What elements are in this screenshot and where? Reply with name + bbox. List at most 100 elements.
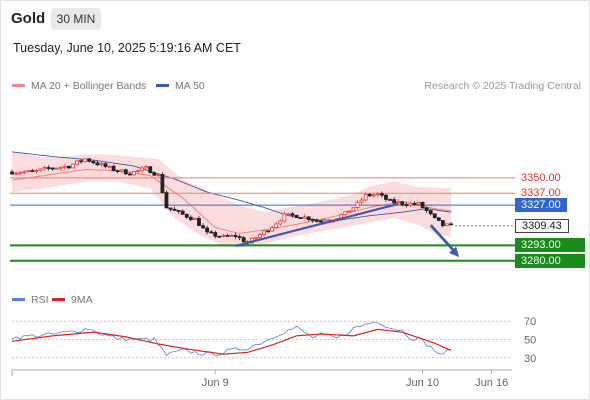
candle-bear <box>294 214 299 219</box>
rsi-ma-line <box>11 328 452 355</box>
last-price-tag: 3309.43 <box>515 218 569 233</box>
resistance-tag: 3350.00 <box>521 171 561 184</box>
candle-bear <box>440 220 445 227</box>
candle-bear <box>184 213 189 218</box>
candle-bull <box>18 172 23 175</box>
candle-bull <box>347 210 352 213</box>
forecast-arrowhead <box>448 246 460 258</box>
rsi-tick-label: 70 <box>524 316 536 328</box>
chart-datetime: Tuesday, June 10, 2025 5:19:16 AM CET <box>13 41 241 55</box>
candle-bull <box>363 193 368 201</box>
candle-bull <box>375 193 380 196</box>
candle-bear <box>213 232 218 237</box>
candle-bear <box>412 202 417 205</box>
candle-bear <box>233 234 238 238</box>
candle-bull <box>144 166 149 169</box>
ma20-swatch-icon <box>12 83 25 87</box>
candle-bear <box>180 210 185 215</box>
candle-bear <box>111 165 116 172</box>
candle-bull <box>83 158 88 162</box>
candle-bull <box>286 213 291 216</box>
candle-bear <box>10 171 14 175</box>
x-tick-label: Jun 10 <box>406 377 439 389</box>
pivot-tag: 3327.00 <box>515 198 567 213</box>
bollinger-band <box>12 151 452 248</box>
forecast-arrow-shaft <box>429 224 457 254</box>
candle-bear <box>392 199 397 204</box>
rsi-line <box>11 321 452 357</box>
candle-bull <box>99 163 104 166</box>
candle-bear <box>314 219 319 222</box>
candle-bull <box>26 170 31 173</box>
legend-ma20: MA 20 + Bollinger Bands <box>12 80 146 92</box>
x-tick-label: Jun 16 <box>475 377 508 389</box>
candle-bull <box>278 220 283 225</box>
candle-bull <box>140 167 144 171</box>
legend-ma50: MA 50 <box>156 80 205 92</box>
candle-bull <box>75 160 79 165</box>
candle-bull <box>445 223 449 227</box>
rsi-tick-label: 30 <box>524 353 536 365</box>
candle-bear <box>30 170 35 173</box>
candle-bull <box>359 199 364 203</box>
candle-bear <box>384 194 388 200</box>
candle-bear <box>424 207 429 212</box>
candle-bear <box>91 161 96 164</box>
candle-bear <box>420 201 425 209</box>
candle-bear <box>237 236 242 239</box>
candle-bull <box>107 165 112 168</box>
candle-bear <box>188 216 193 220</box>
ma9-swatch-icon <box>52 297 65 301</box>
legend-ma20-label: MA 20 + Bollinger Bands <box>31 80 147 92</box>
candle-bear <box>115 170 120 173</box>
legend-rsi-label: RSI <box>31 294 49 306</box>
candle-bull <box>302 216 307 219</box>
rsi-swatch-icon <box>12 297 25 301</box>
candle-bear <box>319 220 323 223</box>
candle-bear <box>95 162 100 166</box>
candle-bear <box>306 216 311 221</box>
candle-bear <box>103 163 108 167</box>
candle-bear <box>164 192 169 209</box>
candle-bear <box>404 204 409 206</box>
candle-bull <box>193 217 197 220</box>
candle-bull <box>54 167 59 170</box>
candle-bull <box>14 172 18 175</box>
support-tag: 3293.00 <box>515 238 585 253</box>
support-tag: 3280.00 <box>515 253 585 268</box>
research-credit: Research © 2025 Trading Central <box>424 80 581 92</box>
candle-bull <box>274 223 279 229</box>
x-tick-label: Jun 9 <box>202 377 229 389</box>
candle-bear <box>201 225 205 229</box>
candle-bull <box>136 169 140 172</box>
candle-bull <box>132 171 136 176</box>
candle-bull <box>371 194 376 197</box>
candle-bear <box>241 237 246 243</box>
candle-bull <box>62 165 67 168</box>
ma50-swatch-icon <box>156 83 169 87</box>
candle-bear <box>310 219 315 222</box>
candle-bull <box>34 169 39 172</box>
candle-bear <box>209 231 214 234</box>
candle-bear <box>172 208 177 211</box>
candle-bear <box>225 235 230 237</box>
candle-bear <box>298 217 303 220</box>
candle-bear <box>367 193 372 197</box>
candle-bull <box>254 237 258 240</box>
candle-bull <box>396 201 401 204</box>
candle-bear <box>168 207 173 210</box>
candle-bear <box>160 174 165 193</box>
candle-bull <box>416 201 421 205</box>
legend-ma50-label: MA 50 <box>175 80 205 92</box>
timeframe-badge[interactable]: 30 MIN <box>51 8 101 30</box>
candle-bull <box>42 167 47 170</box>
candle-bear <box>67 165 71 169</box>
rsi-tick-label: 50 <box>524 335 536 347</box>
candle-bull <box>22 171 27 174</box>
candle-bear <box>87 158 92 162</box>
candle-bull <box>408 202 413 206</box>
candle-bear <box>46 167 51 169</box>
header: Gold 30 MIN <box>0 0 590 37</box>
candle-bull <box>229 234 234 237</box>
